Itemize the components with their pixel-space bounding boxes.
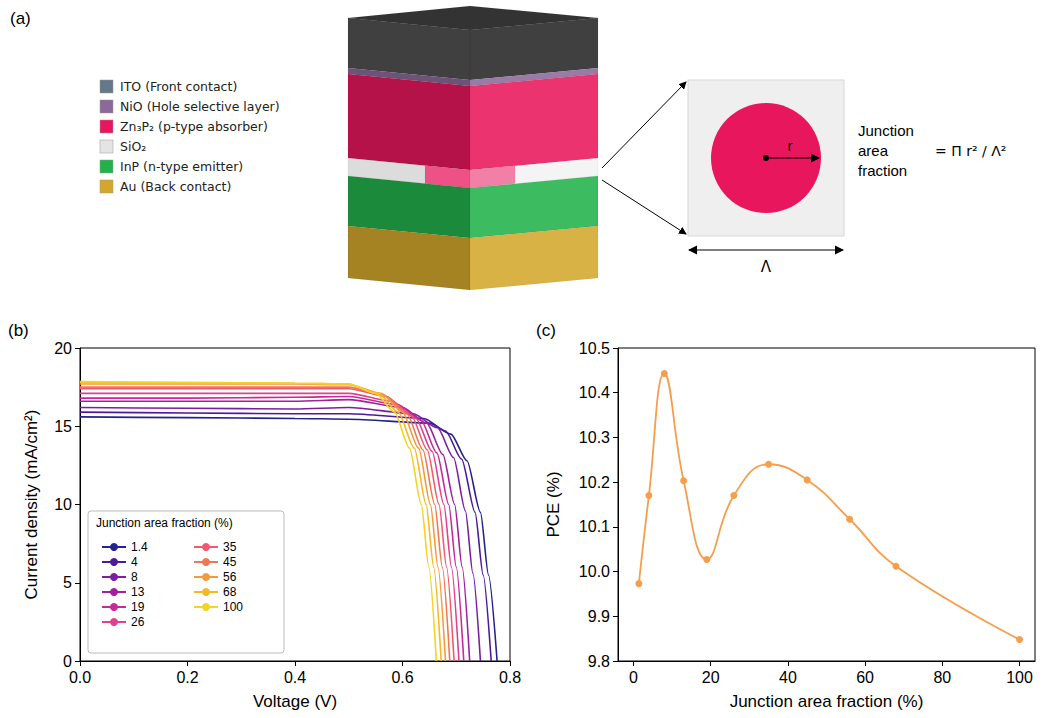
svg-text:SiO₂: SiO₂	[120, 139, 146, 154]
svg-text:10.5: 10.5	[579, 340, 610, 357]
svg-text:13: 13	[131, 585, 145, 599]
svg-text:20: 20	[54, 340, 72, 357]
svg-text:40: 40	[779, 669, 797, 686]
svg-text:0: 0	[629, 669, 638, 686]
svg-text:35: 35	[223, 540, 237, 554]
svg-text:Voltage (V): Voltage (V)	[253, 692, 337, 711]
svg-text:0.6: 0.6	[391, 669, 413, 686]
svg-text:(b): (b)	[8, 321, 29, 340]
svg-text:Junction area fraction (%): Junction area fraction (%)	[730, 692, 924, 711]
svg-text:26: 26	[131, 615, 145, 629]
svg-text:10.3: 10.3	[579, 429, 610, 446]
svg-text:Λ: Λ	[761, 258, 772, 276]
svg-text:10: 10	[54, 496, 72, 513]
svg-text:68: 68	[223, 585, 237, 599]
svg-text:10.2: 10.2	[579, 474, 610, 491]
svg-text:area: area	[858, 142, 889, 159]
svg-text:r: r	[788, 137, 793, 154]
svg-text:45: 45	[223, 555, 237, 569]
svg-text:15: 15	[54, 418, 72, 435]
svg-text:InP (n-type emitter): InP (n-type emitter)	[120, 159, 243, 174]
svg-text:10.4: 10.4	[579, 384, 610, 401]
svg-text:10.0: 10.0	[579, 563, 610, 580]
svg-text:Au (Back contact): Au (Back contact)	[120, 179, 231, 194]
svg-text:Junction area fraction (%): Junction area fraction (%)	[96, 516, 233, 530]
svg-text:0.8: 0.8	[499, 669, 521, 686]
svg-text:(a): (a)	[10, 9, 31, 28]
svg-text:1.4: 1.4	[131, 540, 148, 554]
svg-text:10.1: 10.1	[579, 518, 610, 535]
svg-text:Zn₃P₂ (p-type absorber): Zn₃P₂ (p-type absorber)	[120, 119, 268, 134]
svg-text:56: 56	[223, 570, 237, 584]
svg-text:4: 4	[131, 555, 138, 569]
svg-text:= Π r² / Λ²: = Π r² / Λ²	[935, 143, 1006, 159]
svg-text:9.9: 9.9	[588, 608, 610, 625]
svg-text:80: 80	[933, 669, 951, 686]
svg-text:100: 100	[223, 600, 243, 614]
svg-text:5: 5	[63, 574, 72, 591]
svg-text:9.8: 9.8	[588, 653, 610, 670]
svg-text:fraction: fraction	[858, 162, 907, 179]
svg-text:100: 100	[1006, 669, 1033, 686]
svg-text:Junction: Junction	[858, 122, 914, 139]
svg-text:(c): (c)	[536, 321, 556, 340]
svg-text:19: 19	[131, 600, 145, 614]
svg-text:PCE (%): PCE (%)	[544, 471, 563, 537]
svg-text:0.2: 0.2	[176, 669, 198, 686]
svg-text:20: 20	[702, 669, 720, 686]
svg-text:ITO (Front contact): ITO (Front contact)	[120, 79, 237, 94]
svg-text:0: 0	[63, 653, 72, 670]
svg-text:NiO (Hole selective layer): NiO (Hole selective layer)	[120, 99, 280, 114]
svg-text:Current density (mA/cm²): Current density (mA/cm²)	[22, 410, 41, 600]
svg-text:0.0: 0.0	[69, 669, 91, 686]
svg-text:8: 8	[131, 570, 138, 584]
svg-text:0.4: 0.4	[284, 669, 306, 686]
svg-text:60: 60	[856, 669, 874, 686]
